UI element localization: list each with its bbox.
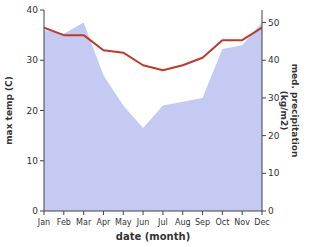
- y2-tick: [262, 97, 266, 98]
- y2-tick-label: 30: [268, 93, 280, 103]
- y-tick: [40, 10, 44, 11]
- y2-tick: [262, 135, 266, 136]
- x-tick: [83, 211, 84, 215]
- y-tick-label: 10: [27, 156, 39, 166]
- y-axis-label: max temp (C): [4, 76, 14, 145]
- y2-tick-label: 0: [268, 206, 274, 216]
- y2-tick: [262, 173, 266, 174]
- x-tick: [222, 211, 223, 215]
- x-tick-label: Sep: [195, 218, 210, 227]
- y-tick-label: 0: [32, 206, 38, 216]
- x-tick: [44, 211, 45, 215]
- x-tick: [182, 211, 183, 215]
- y2-tick-label: 20: [268, 131, 280, 141]
- line: [44, 28, 262, 71]
- x-tick-label: Jan: [37, 218, 50, 227]
- plot-area: [44, 23, 262, 211]
- x-tick: [103, 211, 104, 215]
- y2-tick-label: 50: [268, 18, 280, 28]
- x-tick-label: Dec: [254, 218, 269, 227]
- x-tick-label: Jul: [157, 218, 168, 227]
- y2-axis: [262, 10, 263, 211]
- x-tick-label: Feb: [57, 218, 71, 227]
- y-tick-label: 30: [27, 55, 39, 65]
- x-axis-label: date (month): [116, 231, 190, 242]
- chart-container: Jan Feb Mar AprMay Jun Jul Aug Sep Oct Nov Dec 0 10 2…: [0, 0, 318, 247]
- x-tick: [143, 211, 144, 215]
- y2-axis-label: med. precipitation(kg/m2): [279, 64, 300, 158]
- x-tick-label: Jun: [136, 218, 150, 227]
- x-tick-label: Apr: [97, 218, 112, 227]
- chart: Jan Feb Mar AprMay Jun Jul Aug Sep Oct Nov Dec 0 10 2…: [0, 0, 318, 247]
- y-tick: [40, 110, 44, 111]
- y2-tick-label: 40: [268, 55, 280, 65]
- x-tick-label: Nov: [234, 218, 250, 227]
- y-tick: [40, 160, 44, 161]
- y2-tick: [262, 211, 266, 212]
- x-tick: [262, 211, 263, 215]
- x-tick: [123, 211, 124, 215]
- y2-tick: [262, 60, 266, 61]
- y-tick-label: 20: [27, 106, 39, 116]
- x-tick: [202, 211, 203, 215]
- x-tick-label: May: [115, 218, 132, 227]
- y2-tick-label: 10: [268, 168, 280, 178]
- y2-tick: [262, 22, 266, 23]
- y-tick-label: 40: [27, 5, 39, 15]
- x-tick-label: Oct: [215, 218, 229, 227]
- area: [44, 23, 262, 211]
- x-tick-label: Mar: [76, 218, 92, 227]
- x-tick-label: Aug: [175, 218, 191, 227]
- x-axis: [44, 211, 262, 212]
- x-tick: [242, 211, 243, 215]
- y-tick: [40, 60, 44, 61]
- x-tick: [63, 211, 64, 215]
- y-tick: [40, 211, 44, 212]
- x-tick: [162, 211, 163, 215]
